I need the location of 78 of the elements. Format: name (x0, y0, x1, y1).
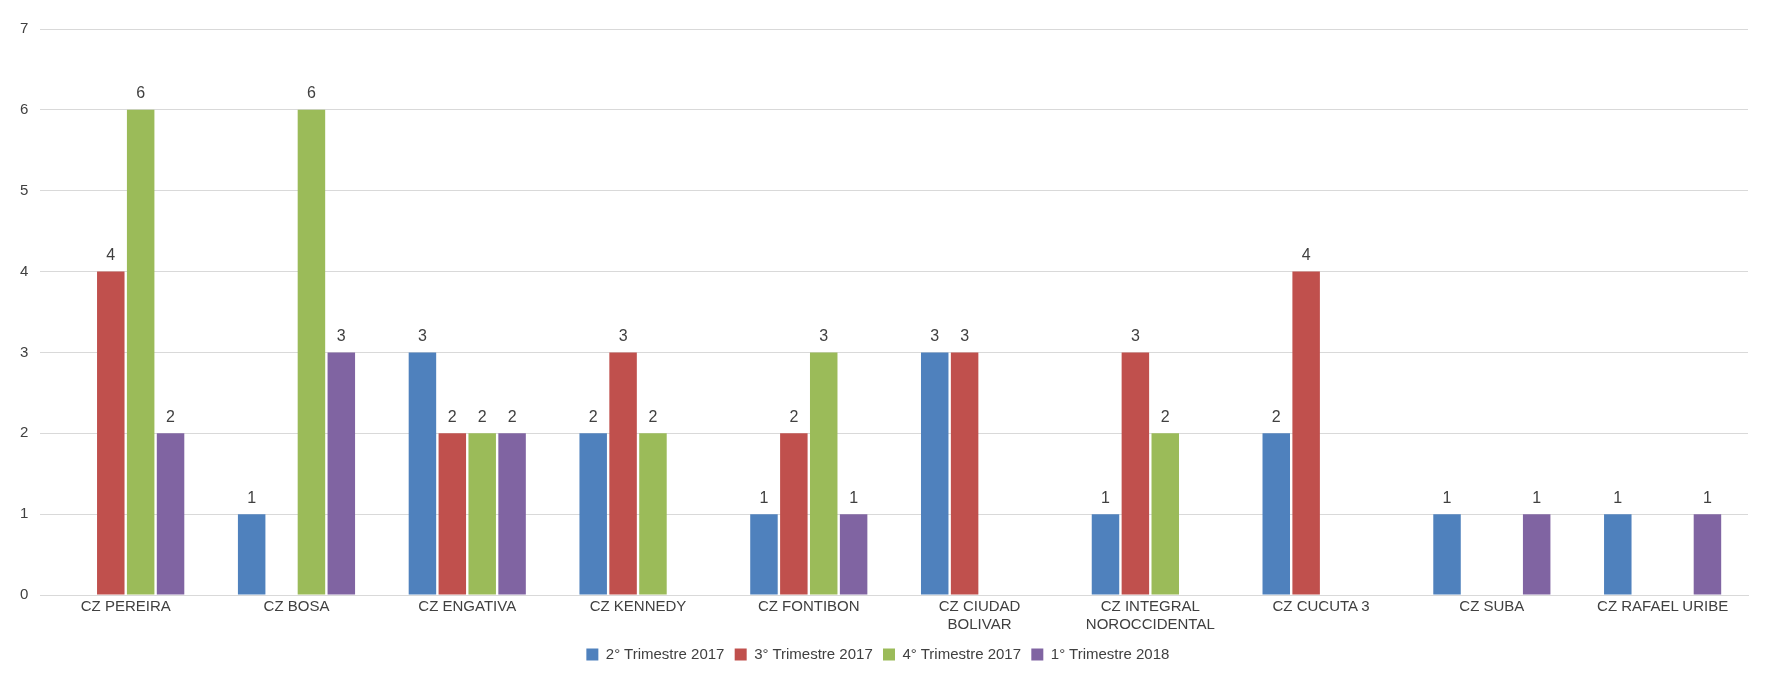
x-tick-label: CZ PEREIRA (80, 597, 171, 615)
data-label: 1 (1532, 488, 1542, 506)
x-tick-label: CZ RAFAEL URIBE (1597, 597, 1729, 615)
y-tick-label: 1 (20, 504, 29, 522)
bar (639, 433, 667, 595)
data-label: 3 (930, 326, 940, 344)
x-tick-label: CZ CUCUTA 3 (1272, 597, 1370, 615)
data-label: 3 (618, 326, 628, 344)
data-label: 2 (166, 407, 176, 425)
bar (750, 514, 778, 595)
x-tick-label: CZ INTEGRAL NOROCCIDENTAL (1085, 597, 1215, 633)
bar (809, 352, 838, 595)
bar (780, 433, 808, 595)
x-tick-label: CZ CIUDAD BOLIVAR (938, 597, 1021, 633)
data-label: 1 (849, 488, 859, 506)
data-label: 4 (106, 245, 116, 263)
y-tick-label: 7 (20, 19, 29, 37)
x-tick-label: CZ KENNEDY (589, 597, 687, 615)
data-label: 1 (1101, 488, 1111, 506)
data-label: 2 (1160, 407, 1170, 425)
bar (1121, 352, 1150, 595)
bar (327, 352, 356, 595)
bar (156, 433, 185, 595)
x-tick-label: CZ SUBA (1459, 597, 1525, 615)
bar (468, 433, 496, 595)
y-tick-label: 3 (20, 342, 29, 360)
bar (1262, 433, 1291, 595)
bar (609, 352, 637, 595)
data-label: 6 (136, 84, 146, 102)
y-tick-label: 0 (20, 585, 29, 603)
data-label: 3 (417, 326, 427, 344)
data-label: 1 (759, 488, 769, 506)
legend-label: 1° Trimestre 2018 (1050, 644, 1170, 662)
bar (920, 352, 949, 595)
data-label: 4 (1301, 245, 1311, 263)
bar (498, 433, 526, 595)
data-label: 6 (306, 84, 316, 102)
bar (1604, 514, 1632, 595)
bar (237, 514, 266, 595)
legend-label: 2° Trimestre 2017 (605, 644, 725, 662)
bar (1522, 514, 1551, 595)
bar (950, 352, 979, 595)
y-tick-label: 5 (20, 180, 29, 198)
y-tick-label: 4 (20, 261, 29, 279)
bar (408, 352, 437, 595)
bar (126, 109, 155, 595)
x-tick-label: CZ ENGATIVA (418, 597, 517, 615)
bar (1433, 514, 1461, 595)
bar (1151, 433, 1180, 595)
data-label: 3 (960, 326, 970, 344)
x-tick-label: CZ BOSA (263, 597, 330, 615)
data-label: 2 (507, 407, 517, 425)
x-tick-label: CZ FONTIBON (757, 597, 860, 615)
data-label: 2 (1271, 407, 1281, 425)
data-label: 3 (819, 326, 829, 344)
legend-label: 3° Trimestre 2017 (754, 644, 873, 662)
y-tick-label: 6 (20, 100, 29, 117)
data-label: 2 (789, 407, 799, 425)
data-label: 1 (1702, 488, 1712, 506)
data-label: 1 (1613, 488, 1623, 506)
bar (297, 109, 326, 595)
bar (839, 514, 868, 595)
bar (438, 433, 467, 595)
bar (97, 271, 125, 595)
data-label: 2 (648, 407, 658, 425)
y-tick-label: 2 (20, 423, 29, 441)
data-label: 1 (1442, 488, 1452, 506)
bar (1091, 514, 1120, 595)
bar (1693, 514, 1722, 595)
bar (1292, 271, 1320, 595)
data-label: 2 (447, 407, 457, 425)
data-label: 1 (247, 488, 257, 506)
data-label: 2 (588, 407, 598, 425)
data-label: 3 (336, 326, 346, 344)
data-label: 3 (1130, 326, 1140, 344)
data-label: 2 (477, 407, 487, 425)
legend-label: 4° Trimestre 2017 (902, 644, 1022, 662)
bar (579, 433, 607, 595)
